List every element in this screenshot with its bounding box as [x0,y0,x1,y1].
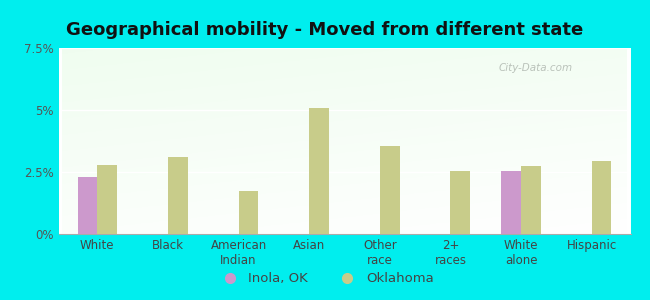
Bar [592,161,612,234]
Bar [450,171,470,234]
Bar [501,171,521,234]
Text: Geographical mobility - Moved from different state: Geographical mobility - Moved from diffe… [66,21,584,39]
Legend: Inola, OK, Oklahoma: Inola, OK, Oklahoma [211,267,439,290]
Bar [98,165,117,234]
Text: City-Data.com: City-Data.com [499,63,573,73]
Bar [77,177,98,234]
Bar [521,166,541,234]
Bar [239,190,258,234]
Bar [309,107,329,234]
Bar [380,146,400,234]
Bar [168,157,188,234]
